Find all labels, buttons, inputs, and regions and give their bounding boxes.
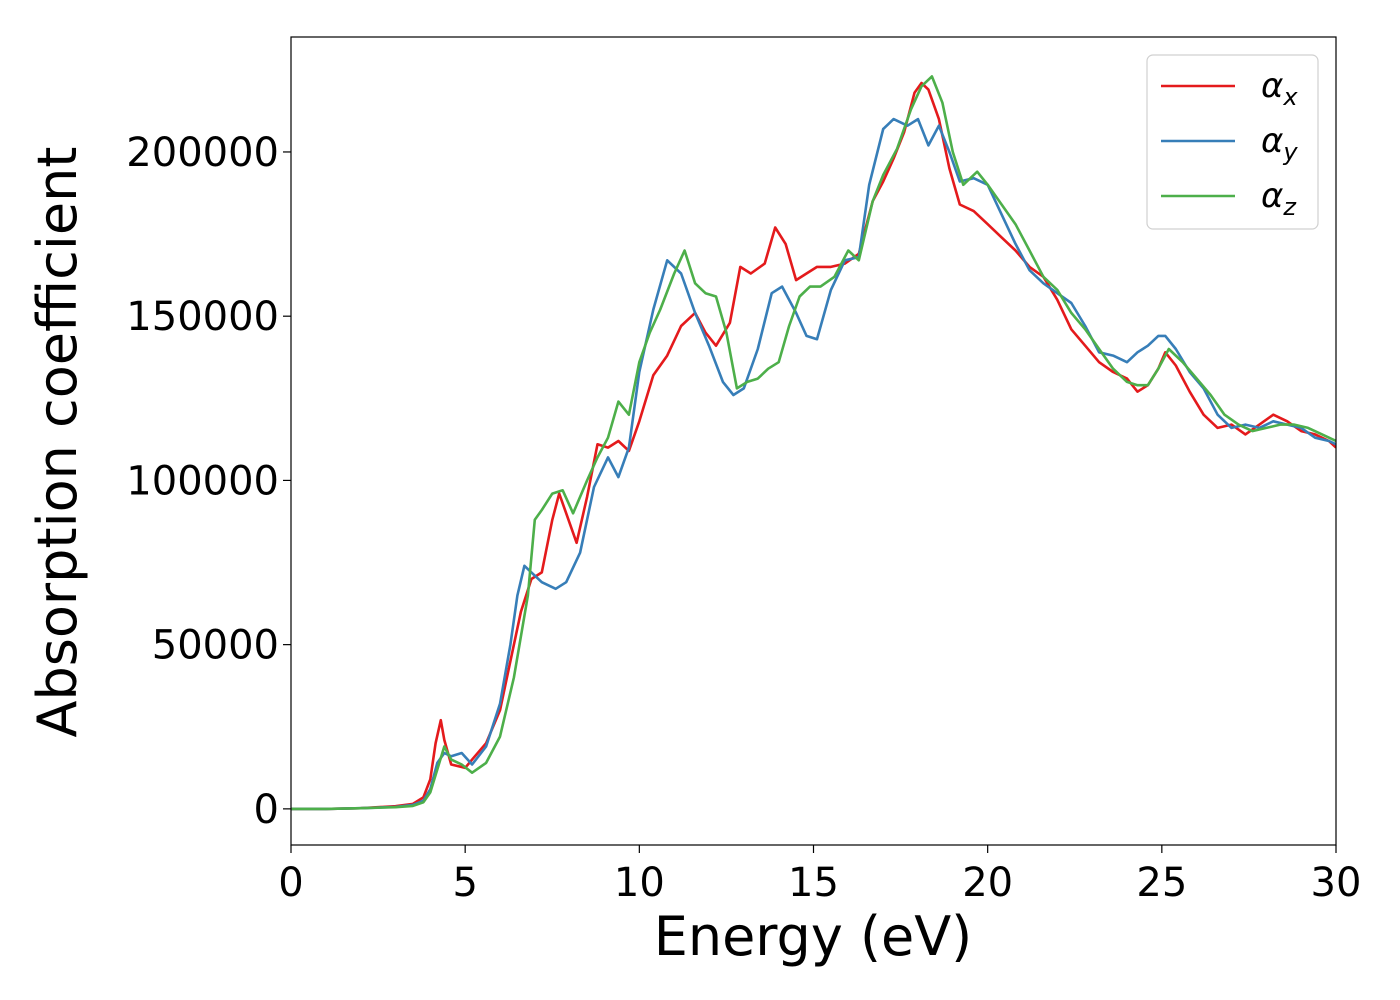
x-tick-label: 5 xyxy=(452,860,477,906)
series-lines xyxy=(291,75,1336,811)
series-line-z xyxy=(291,75,1336,811)
x-axis: 0 5 10 15 20 25 30 xyxy=(278,845,1361,906)
y-tick-label: 150000 xyxy=(126,294,279,340)
y-tick-label: 100000 xyxy=(126,458,279,504)
x-axis-title: Energy (eV) xyxy=(654,905,973,968)
y-tick-label: 200000 xyxy=(126,130,279,176)
y-tick-label: 50000 xyxy=(152,623,279,669)
x-tick-label: 10 xyxy=(614,860,665,906)
x-tick-label: 30 xyxy=(1311,860,1362,906)
legend-label-y: αy xyxy=(1261,121,1298,166)
y-axis: 0 50000 100000 150000 200000 xyxy=(126,130,291,833)
y-axis-title: Absorption coefficient xyxy=(26,147,89,738)
x-tick-label: 15 xyxy=(788,860,839,906)
legend: αx αy αz xyxy=(1146,54,1319,230)
x-tick-label: 0 xyxy=(278,860,303,906)
legend-label-x: αx xyxy=(1261,66,1298,111)
x-tick-label: 20 xyxy=(962,860,1013,906)
series-line-y xyxy=(291,117,1336,811)
legend-label-z: αz xyxy=(1261,176,1297,221)
x-tick-label: 25 xyxy=(1136,860,1187,906)
y-tick-label: 0 xyxy=(254,787,279,833)
